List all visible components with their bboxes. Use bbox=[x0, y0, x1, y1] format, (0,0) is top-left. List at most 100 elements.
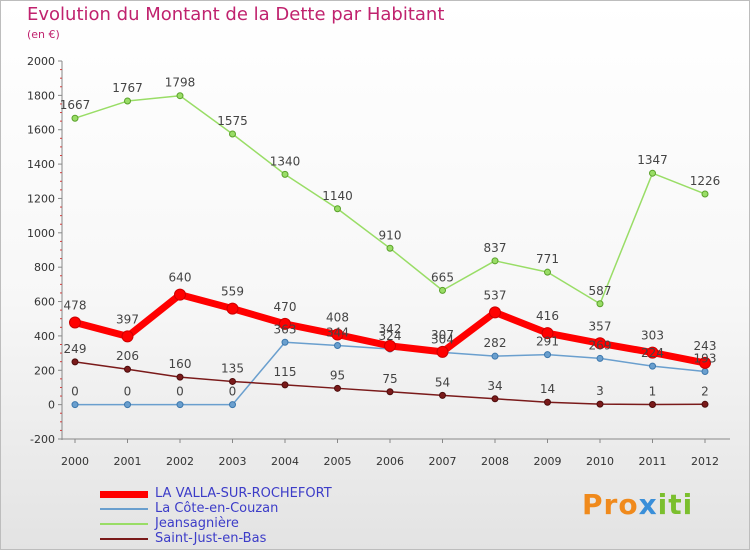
y-tick-label: 1800 bbox=[27, 89, 55, 102]
data-label: 0 bbox=[124, 385, 132, 399]
data-label: 291 bbox=[536, 335, 559, 349]
data-label: 837 bbox=[484, 241, 507, 255]
data-point-2 bbox=[71, 114, 79, 122]
y-tick-label: 2000 bbox=[27, 55, 55, 68]
data-label: 14 bbox=[540, 382, 555, 396]
data-point-1 bbox=[229, 401, 236, 409]
legend-swatch bbox=[100, 490, 148, 498]
data-point-3 bbox=[491, 395, 499, 403]
data-point-1 bbox=[701, 367, 709, 375]
data-point-0 bbox=[279, 317, 291, 330]
data-label: 224 bbox=[641, 346, 664, 360]
chart-subtitle: (en €) bbox=[27, 28, 60, 41]
legend-item: La Côte-en-Couzan bbox=[100, 501, 400, 516]
x-tick-label: 2009 bbox=[534, 455, 562, 468]
data-point-1 bbox=[596, 354, 604, 362]
legend-swatch bbox=[100, 538, 148, 540]
y-tick-label: 600 bbox=[34, 296, 55, 309]
data-point-2 bbox=[124, 97, 131, 105]
legend-item: Saint-Just-en-Bas bbox=[100, 531, 400, 546]
data-point-3 bbox=[649, 400, 656, 408]
x-tick-label: 2002 bbox=[166, 455, 194, 468]
legend-label: Jeansagnière bbox=[155, 516, 239, 531]
x-tick-label: 2001 bbox=[114, 455, 142, 468]
data-label: 344 bbox=[326, 326, 349, 340]
data-label: 416 bbox=[536, 309, 559, 323]
data-label: 160 bbox=[169, 357, 192, 371]
legend-label: La Côte-en-Couzan bbox=[155, 501, 279, 516]
data-label: 34 bbox=[487, 379, 502, 393]
data-label: 665 bbox=[431, 270, 454, 284]
y-tick-label: 200 bbox=[34, 364, 55, 377]
data-label: 324 bbox=[379, 329, 402, 343]
data-label: 243 bbox=[694, 339, 717, 353]
legend-label: LA VALLA-SUR-ROCHEFORT bbox=[155, 486, 332, 501]
data-label: 0 bbox=[229, 385, 237, 399]
data-point-0 bbox=[646, 346, 659, 359]
data-point-0 bbox=[384, 339, 396, 352]
legend-label: Saint-Just-en-Bas bbox=[155, 531, 267, 546]
data-label: 397 bbox=[116, 312, 139, 326]
x-tick-label: 2007 bbox=[429, 455, 457, 468]
data-point-0 bbox=[699, 356, 711, 369]
data-point-2 bbox=[596, 300, 604, 308]
data-label: 115 bbox=[274, 365, 297, 379]
legend-swatch bbox=[100, 508, 148, 510]
data-label: 1340 bbox=[270, 154, 301, 168]
data-label: 1767 bbox=[112, 81, 143, 95]
x-tick-label: 2004 bbox=[271, 455, 299, 468]
data-label: 470 bbox=[274, 300, 297, 314]
data-point-3 bbox=[124, 365, 131, 373]
legend-item: LA VALLA-SUR-ROCHEFORT bbox=[100, 486, 400, 501]
data-label: 1667 bbox=[60, 98, 91, 112]
x-tick-label: 2006 bbox=[376, 455, 404, 468]
x-tick-label: 2012 bbox=[691, 455, 719, 468]
data-label: 1575 bbox=[217, 114, 248, 128]
data-point-1 bbox=[649, 362, 656, 370]
data-point-2 bbox=[176, 92, 184, 100]
data-label: 1798 bbox=[165, 76, 196, 90]
y-tick-label: 400 bbox=[34, 330, 55, 343]
data-label: 54 bbox=[435, 375, 450, 389]
data-point-3 bbox=[229, 377, 236, 385]
x-tick-label: 2003 bbox=[219, 455, 247, 468]
chart-title: Evolution du Montant de la Dette par Hab… bbox=[27, 4, 445, 25]
data-label: 342 bbox=[379, 322, 402, 336]
data-label: 1226 bbox=[690, 174, 721, 188]
data-point-0 bbox=[436, 345, 449, 358]
data-point-0 bbox=[489, 306, 501, 319]
data-point-3 bbox=[439, 391, 446, 399]
data-label: 206 bbox=[116, 349, 139, 363]
data-point-3 bbox=[334, 384, 341, 392]
data-point-2 bbox=[649, 169, 656, 177]
data-point-1 bbox=[124, 401, 131, 409]
data-label: 910 bbox=[379, 228, 402, 242]
data-label: 1 bbox=[649, 384, 657, 398]
data-point-2 bbox=[439, 286, 446, 294]
data-point-3 bbox=[544, 398, 551, 406]
y-tick-label: 1600 bbox=[27, 124, 55, 137]
data-point-3 bbox=[701, 400, 709, 408]
data-label: 135 bbox=[221, 361, 244, 375]
data-label: 0 bbox=[71, 385, 79, 399]
x-tick-label: 2011 bbox=[639, 455, 667, 468]
data-point-1 bbox=[281, 338, 289, 346]
y-tick-label: 800 bbox=[34, 261, 55, 274]
data-point-2 bbox=[229, 130, 236, 138]
data-point-1 bbox=[71, 401, 79, 409]
proxiti-logo: Proxiti bbox=[582, 488, 694, 521]
data-label: 1347 bbox=[637, 153, 668, 167]
data-point-0 bbox=[174, 288, 186, 301]
data-label: 249 bbox=[64, 342, 87, 356]
data-label: 3 bbox=[596, 384, 604, 398]
data-point-2 bbox=[281, 170, 289, 178]
data-label: 357 bbox=[589, 319, 612, 333]
y-tick-label: 1000 bbox=[27, 227, 55, 240]
data-label: 193 bbox=[694, 351, 717, 365]
data-label: 478 bbox=[64, 299, 87, 313]
data-point-2 bbox=[701, 190, 709, 198]
data-point-0 bbox=[69, 316, 81, 329]
data-point-2 bbox=[386, 244, 394, 252]
